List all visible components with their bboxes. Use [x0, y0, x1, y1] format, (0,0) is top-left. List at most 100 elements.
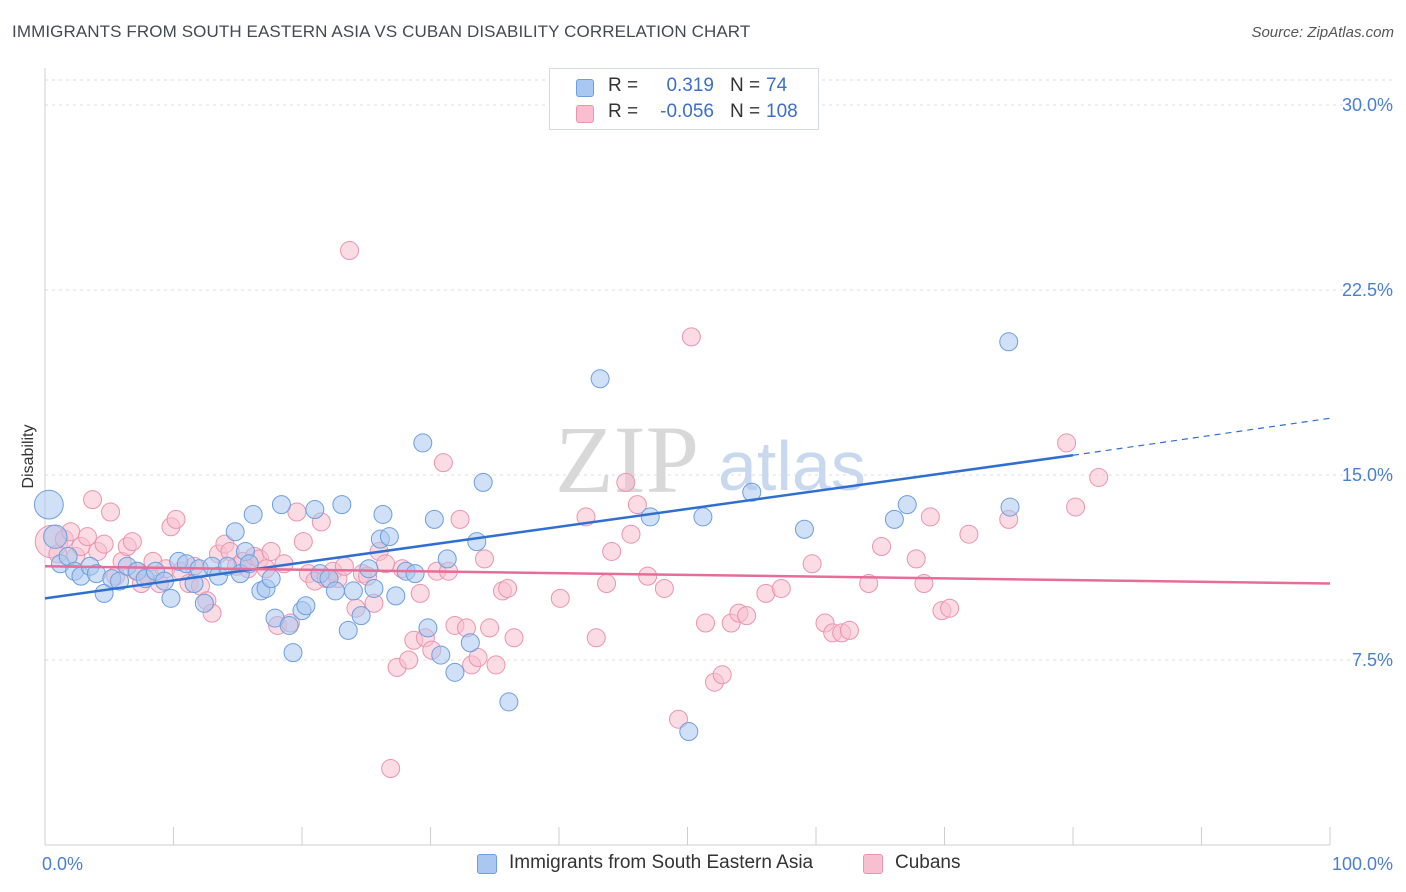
legend-r-label: R =: [608, 101, 639, 122]
cubans-point: [101, 502, 121, 522]
sea-point: [418, 618, 438, 638]
y-tick-label: 30.0%: [1342, 95, 1393, 115]
sea-point: [460, 633, 480, 653]
sea-point: [33, 489, 64, 520]
legend-swatch-blue: [576, 79, 594, 97]
cubans-point: [381, 759, 401, 779]
cubans-point: [433, 453, 453, 473]
watermark-zip: ZIP: [555, 406, 699, 513]
cubans-point: [486, 655, 506, 675]
axes-layer: [44, 68, 1331, 846]
cubans-point: [597, 574, 617, 594]
sea-point: [897, 495, 917, 515]
x-tick-label-min: 0.0%: [42, 854, 83, 874]
sea-point: [110, 571, 130, 591]
sea-point: [467, 532, 487, 552]
sea-point: [359, 559, 379, 579]
sea-point: [424, 509, 444, 529]
sea-point: [679, 722, 699, 742]
cubans-point: [450, 509, 470, 529]
sea-point: [261, 569, 281, 589]
cubans-point: [669, 709, 689, 729]
cubans-point: [839, 620, 859, 640]
cubans-point: [77, 527, 97, 547]
sea-point: [271, 495, 291, 515]
legend-row-sea: R = 0.319 N = 74: [550, 75, 818, 101]
sea-point: [499, 692, 519, 712]
cubans-point: [399, 650, 419, 670]
cubans-point: [122, 532, 142, 552]
cubans-point: [340, 241, 360, 261]
cubans-point: [959, 524, 979, 544]
legend-r-label: R =: [608, 75, 639, 96]
sea-point: [364, 578, 384, 598]
sea-point: [283, 643, 303, 663]
source-label: Source: ZipAtlas.com: [1251, 24, 1394, 41]
cubans-point: [334, 556, 354, 576]
sea-point: [413, 433, 433, 453]
sea-point: [794, 519, 814, 539]
cubans-point: [1066, 497, 1086, 517]
cubans-point: [166, 509, 186, 529]
legend-r-value: 0.319: [666, 75, 714, 96]
sea-point: [338, 620, 358, 640]
sea-immigrants-points: [33, 102, 1020, 742]
sea-point: [43, 524, 68, 549]
cubans-point: [1089, 467, 1109, 487]
cubans-point: [504, 628, 524, 648]
sea-point: [590, 369, 610, 389]
cubans-point: [695, 613, 715, 633]
cubans-point: [480, 618, 500, 638]
axis-labels: 7.5% 15.0% 22.5% 30.0% 0.0% 100.0% Disability: [20, 95, 1393, 874]
sea-trend-extension: [1072, 417, 1331, 456]
sea-point: [1000, 497, 1020, 517]
sea-point: [386, 586, 406, 606]
cubans-point: [681, 327, 701, 347]
bottom-legend-label: Cubans: [895, 852, 961, 873]
y-tick-label: 22.5%: [1342, 280, 1393, 300]
cubans-point: [771, 578, 791, 598]
cubans-point: [712, 665, 732, 685]
sea-point: [351, 606, 371, 626]
sea-point: [325, 581, 345, 601]
legend-n-value: 74: [766, 75, 788, 96]
cubans-point: [498, 578, 518, 598]
legend-n-label: N =: [730, 75, 761, 96]
legend-n-label: N =: [730, 101, 761, 122]
cubans-point: [616, 472, 636, 492]
bottom-legend-swatch-pink: [863, 854, 883, 874]
legend-row-cubans: R = -0.056 N = 108: [550, 101, 818, 127]
legend-n-value: 108: [766, 101, 798, 122]
y-axis-title: Disability: [20, 424, 37, 488]
bottom-legend-label: Immigrants from South Eastern Asia: [509, 852, 814, 873]
cubans-point: [410, 583, 430, 603]
sea-point: [693, 507, 713, 527]
trend-lines: [44, 417, 1331, 600]
cubans-point: [940, 598, 960, 618]
sea-point: [473, 472, 493, 492]
y-tick-label: 15.0%: [1342, 465, 1393, 485]
cubans-point: [293, 532, 313, 552]
cubans-point: [638, 566, 658, 586]
x-tick-label-max: 100.0%: [1332, 854, 1393, 874]
cubans-point: [586, 628, 606, 648]
cubans-point: [94, 534, 114, 554]
sea-point: [431, 645, 451, 665]
cubans-point: [859, 574, 879, 594]
sea-point: [225, 522, 245, 542]
chart-title: IMMIGRANTS FROM SOUTH EASTERN ASIA VS CU…: [12, 22, 751, 41]
sea-point: [405, 564, 425, 584]
y-tick-label: 7.5%: [1352, 650, 1393, 670]
cubans-point: [906, 549, 926, 569]
cubans-point: [737, 606, 757, 626]
cubans-point: [627, 495, 647, 515]
sea-point: [445, 662, 465, 682]
cubans-trend-line: [44, 565, 1331, 585]
sea-point: [305, 500, 325, 520]
sea-point: [194, 593, 214, 613]
cubans-point: [1057, 433, 1077, 453]
sea-point: [343, 581, 363, 601]
cubans-point: [654, 578, 674, 598]
cubans-point: [83, 490, 103, 510]
